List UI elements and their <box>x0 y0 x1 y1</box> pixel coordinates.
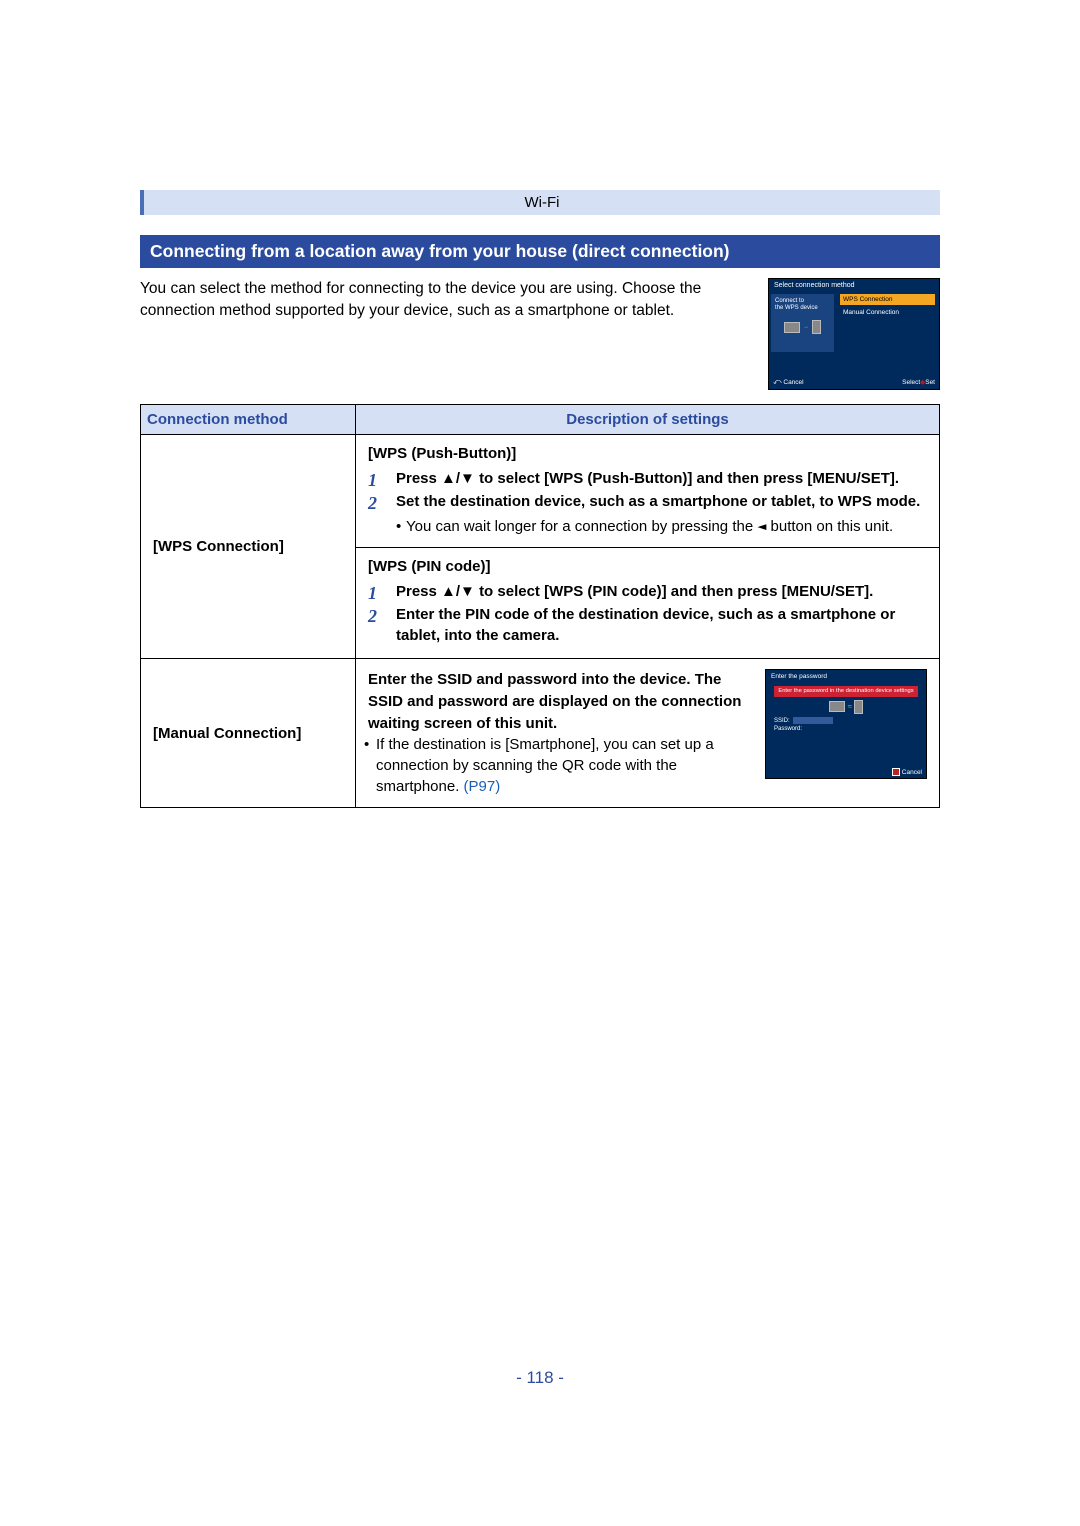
step-item: 2Set the destination device, such as a s… <box>368 491 927 512</box>
method-manual: [Manual Connection] <box>141 659 356 808</box>
sc1-left-line1: Connect to <box>775 298 830 305</box>
dpad-icon <box>892 768 900 776</box>
wave-icon: → <box>803 324 809 331</box>
sc2-cancel: Cancel <box>902 769 922 776</box>
note-prefix: You can wait longer for a connection by … <box>406 518 757 535</box>
note-suffix: button on this unit. <box>766 518 893 535</box>
sc2-sub: Enter the password in the destination de… <box>774 686 918 697</box>
manual-note-text: If the destination is [Smartphone], you … <box>376 736 714 795</box>
step-item: 1Press ▲/▼ to select [WPS (Push-Button)]… <box>368 468 927 489</box>
phone-icon <box>854 700 863 714</box>
sc1-title: Select connection method <box>769 279 939 292</box>
table-row: [WPS Connection] [WPS (Push-Button)] 1Pr… <box>141 435 940 548</box>
wps-pin-heading: [WPS (PIN code)] <box>368 558 927 575</box>
sc1-cancel: Cancel <box>783 379 803 386</box>
connection-methods-table: Connection method Description of setting… <box>140 404 940 808</box>
th-method: Connection method <box>141 405 356 435</box>
password-label: Password: <box>774 725 802 733</box>
wps-push-heading: [WPS (Push-Button)] <box>368 445 927 462</box>
wps-pin-steps: 1 Press ▲/▼ to select [WPS (PIN code)] an… <box>368 581 927 646</box>
step-number: 1 <box>368 581 377 606</box>
step-number: 1 <box>368 468 377 493</box>
manual-text-block: Enter the SSID and password into the dev… <box>368 669 749 797</box>
wps-push-steps: 1 Press ▲/▼ to select [WPS (Push-Button)]… <box>368 468 927 512</box>
method-wps: [WPS Connection] <box>141 435 356 659</box>
sc2-footer: Cancel <box>892 768 922 776</box>
sc1-left-line2: the WPS device <box>775 305 830 312</box>
password-screenshot: Enter the password Enter the password in… <box>765 669 927 779</box>
page-link[interactable]: (P97) <box>464 778 501 795</box>
sc2-fields: SSID: Password: <box>774 717 918 734</box>
wave-icon: ≈ <box>848 702 851 711</box>
sc1-option-manual: Manual Connection <box>840 307 935 318</box>
step-item: 1Press ▲/▼ to select [WPS (PIN code)] an… <box>368 581 927 602</box>
manual-cell: Enter the SSID and password into the dev… <box>356 659 940 808</box>
sc2-icons: ≈ <box>766 700 926 714</box>
intro-text: You can select the method for connecting… <box>140 278 756 390</box>
sc1-right-panel: WPS Connection Manual Connection <box>836 292 939 354</box>
wps-push-cell: [WPS (Push-Button)] 1 Press ▲/▼ to select… <box>356 435 940 548</box>
page-number: - 118 - <box>140 1368 940 1388</box>
ssid-label: SSID: <box>774 717 790 725</box>
step-text: Press ▲/▼ to select [WPS (Push-Button)] … <box>396 470 899 487</box>
sc1-footer: ⤺ Cancel Select◆Set <box>773 377 935 387</box>
step-text: Enter the PIN code of the destination de… <box>396 606 895 644</box>
sc1-icons: → <box>775 320 830 334</box>
sc1-left-panel: Connect to the WPS device → <box>771 294 834 352</box>
wps-push-note: You can wait longer for a connection by … <box>368 516 927 537</box>
th-description: Description of settings <box>356 405 940 435</box>
step-item: 2 Enter the PIN code of the destination d… <box>368 604 927 646</box>
camera-icon <box>829 701 845 712</box>
sc2-title: Enter the password <box>766 670 926 683</box>
step-number: 2 <box>368 604 377 629</box>
intro-row: You can select the method for connecting… <box>140 278 940 390</box>
sc1-select: Select <box>902 379 920 386</box>
section-title: Connecting from a location away from you… <box>140 235 940 268</box>
step-text: Set the destination device, such as a sm… <box>396 493 920 510</box>
wps-pin-cell: [WPS (PIN code)] 1 Press ▲/▼ to select [W… <box>356 548 940 659</box>
manual-note: If the destination is [Smartphone], you … <box>368 734 749 797</box>
sc1-option-wps: WPS Connection <box>840 294 935 305</box>
step-text: Press ▲/▼ to select [WPS (PIN code)] and… <box>396 583 873 600</box>
connection-method-screenshot: Select connection method Connect to the … <box>768 278 940 390</box>
camera-icon <box>784 322 800 333</box>
phone-icon <box>812 320 821 334</box>
category-label: Wi-Fi <box>525 194 560 211</box>
step-number: 2 <box>368 491 377 516</box>
ssid-value-placeholder <box>793 717 833 724</box>
return-icon: ⤺ <box>773 377 782 386</box>
table-row: [Manual Connection] Enter the SSID and p… <box>141 659 940 808</box>
manual-main-text: Enter the SSID and password into the dev… <box>368 669 749 734</box>
sc1-set: Set <box>925 379 935 386</box>
table-header-row: Connection method Description of setting… <box>141 405 940 435</box>
category-band: Wi-Fi <box>140 190 940 215</box>
manual-page: Wi-Fi Connecting from a location away fr… <box>140 190 940 1388</box>
